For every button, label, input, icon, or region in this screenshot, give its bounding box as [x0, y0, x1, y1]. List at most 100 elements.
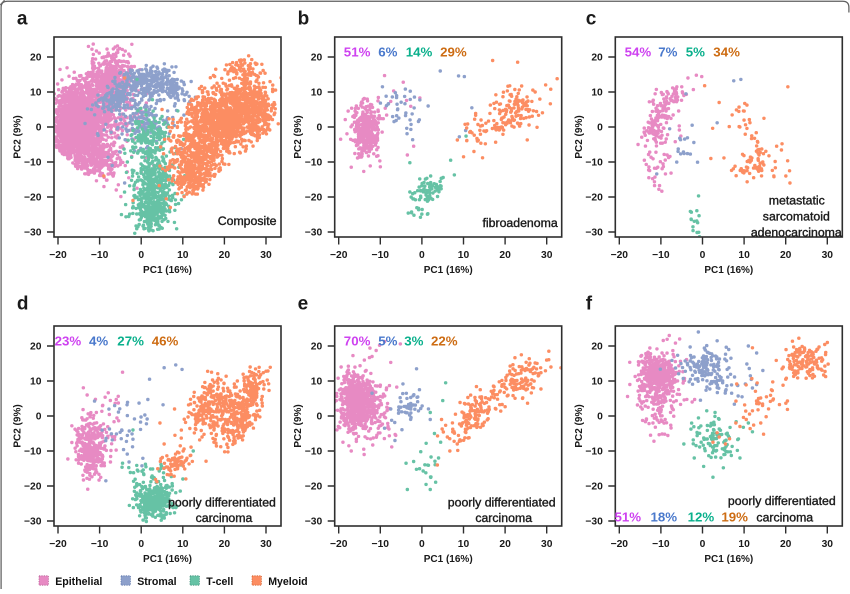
svg-text:10: 10 — [458, 250, 470, 261]
svg-text:30: 30 — [822, 539, 834, 550]
svg-text:29%: 29% — [440, 45, 467, 60]
svg-text:10: 10 — [458, 539, 470, 550]
svg-text:c: c — [586, 9, 597, 30]
svg-text:10: 10 — [177, 539, 189, 550]
svg-text:0: 0 — [597, 412, 603, 423]
svg-text:20: 20 — [591, 53, 603, 64]
svg-text:Myeloid: Myeloid — [268, 576, 307, 588]
svg-text:−30: −30 — [305, 517, 323, 528]
svg-text:5%: 5% — [378, 333, 397, 348]
svg-text:10: 10 — [177, 250, 189, 261]
svg-text:20: 20 — [499, 250, 511, 261]
svg-text:34%: 34% — [713, 45, 740, 60]
svg-text:−10: −10 — [652, 539, 670, 550]
svg-text:−30: −30 — [585, 228, 603, 239]
svg-text:0: 0 — [316, 123, 322, 134]
svg-text:0: 0 — [419, 250, 425, 261]
svg-text:20: 20 — [780, 539, 792, 550]
svg-text:poorly differentiated: poorly differentiated — [728, 494, 836, 508]
svg-text:20: 20 — [311, 53, 323, 64]
svg-text:e: e — [298, 294, 309, 315]
svg-text:−10: −10 — [372, 250, 390, 261]
svg-text:0: 0 — [597, 123, 603, 134]
svg-text:3%: 3% — [404, 333, 423, 348]
svg-text:PC1 (16%): PC1 (16%) — [424, 554, 473, 565]
svg-text:T-cell: T-cell — [206, 576, 233, 588]
svg-text:PC1 (16%): PC1 (16%) — [704, 265, 753, 276]
svg-text:−10: −10 — [91, 539, 109, 550]
svg-text:10: 10 — [591, 377, 603, 388]
svg-text:10: 10 — [738, 250, 750, 261]
svg-text:−30: −30 — [24, 517, 42, 528]
svg-text:20: 20 — [30, 342, 42, 353]
svg-text:−20: −20 — [49, 539, 67, 550]
svg-text:27%: 27% — [117, 333, 144, 348]
svg-text:30: 30 — [260, 250, 272, 261]
svg-text:10: 10 — [30, 377, 42, 388]
svg-text:PC1 (16%): PC1 (16%) — [424, 265, 473, 276]
svg-text:−20: −20 — [305, 193, 323, 204]
svg-text:PC1 (16%): PC1 (16%) — [143, 265, 192, 276]
svg-text:−10: −10 — [585, 447, 603, 458]
svg-text:70%: 70% — [344, 333, 371, 348]
svg-text:30: 30 — [541, 250, 553, 261]
svg-text:−10: −10 — [652, 250, 670, 261]
svg-text:f: f — [586, 294, 593, 315]
svg-text:20: 20 — [499, 539, 511, 550]
svg-text:carcinoma: carcinoma — [475, 511, 532, 525]
svg-text:6%: 6% — [378, 45, 397, 60]
svg-text:20: 20 — [311, 342, 323, 353]
svg-text:0: 0 — [138, 250, 144, 261]
svg-text:−10: −10 — [24, 447, 42, 458]
svg-text:7%: 7% — [658, 45, 677, 60]
svg-text:46%: 46% — [152, 333, 179, 348]
svg-text:metastatic: metastatic — [769, 193, 825, 207]
svg-text:−20: −20 — [611, 539, 629, 550]
svg-text:−30: −30 — [585, 517, 603, 528]
svg-text:fibroadenoma: fibroadenoma — [482, 216, 557, 230]
svg-text:sarcomatoid: sarcomatoid — [763, 210, 830, 224]
svg-text:19%: 19% — [721, 509, 748, 524]
svg-text:PC2 (9%): PC2 (9%) — [293, 115, 304, 158]
svg-text:poorly differentiated: poorly differentiated — [448, 496, 556, 510]
svg-text:PC1 (16%): PC1 (16%) — [143, 554, 192, 565]
svg-text:30: 30 — [260, 539, 272, 550]
svg-text:10: 10 — [311, 88, 323, 99]
svg-text:51%: 51% — [615, 509, 642, 524]
svg-text:−10: −10 — [372, 539, 390, 550]
svg-text:30: 30 — [541, 539, 553, 550]
svg-text:0: 0 — [36, 123, 42, 134]
svg-text:PC2 (9%): PC2 (9%) — [13, 115, 24, 158]
svg-text:0: 0 — [419, 539, 425, 550]
svg-text:23%: 23% — [55, 333, 82, 348]
svg-text:−20: −20 — [24, 482, 42, 493]
svg-text:PC2 (9%): PC2 (9%) — [574, 404, 585, 447]
svg-text:22%: 22% — [431, 333, 458, 348]
svg-text:12%: 12% — [688, 509, 715, 524]
svg-text:10: 10 — [738, 539, 750, 550]
svg-text:Stromal: Stromal — [137, 576, 176, 588]
svg-text:d: d — [17, 294, 29, 315]
svg-text:14%: 14% — [406, 45, 433, 60]
svg-text:−20: −20 — [330, 250, 348, 261]
svg-text:0: 0 — [316, 412, 322, 423]
svg-text:20: 20 — [219, 539, 231, 550]
svg-text:54%: 54% — [625, 45, 652, 60]
svg-text:Epithelial: Epithelial — [55, 576, 102, 588]
svg-text:PC2 (9%): PC2 (9%) — [13, 404, 24, 447]
svg-text:−20: −20 — [585, 193, 603, 204]
svg-text:0: 0 — [36, 412, 42, 423]
svg-text:a: a — [17, 9, 28, 30]
svg-text:30: 30 — [822, 250, 834, 261]
svg-text:18%: 18% — [651, 509, 678, 524]
svg-text:adenocarcinoma: adenocarcinoma — [751, 225, 842, 239]
svg-text:−20: −20 — [330, 539, 348, 550]
svg-text:−20: −20 — [611, 250, 629, 261]
svg-text:20: 20 — [780, 250, 792, 261]
svg-text:10: 10 — [311, 377, 323, 388]
svg-text:PC2 (9%): PC2 (9%) — [574, 115, 585, 158]
svg-text:PC1 (16%): PC1 (16%) — [704, 554, 753, 565]
svg-text:0: 0 — [138, 539, 144, 550]
svg-text:10: 10 — [30, 88, 42, 99]
svg-text:carcinoma: carcinoma — [196, 511, 253, 525]
